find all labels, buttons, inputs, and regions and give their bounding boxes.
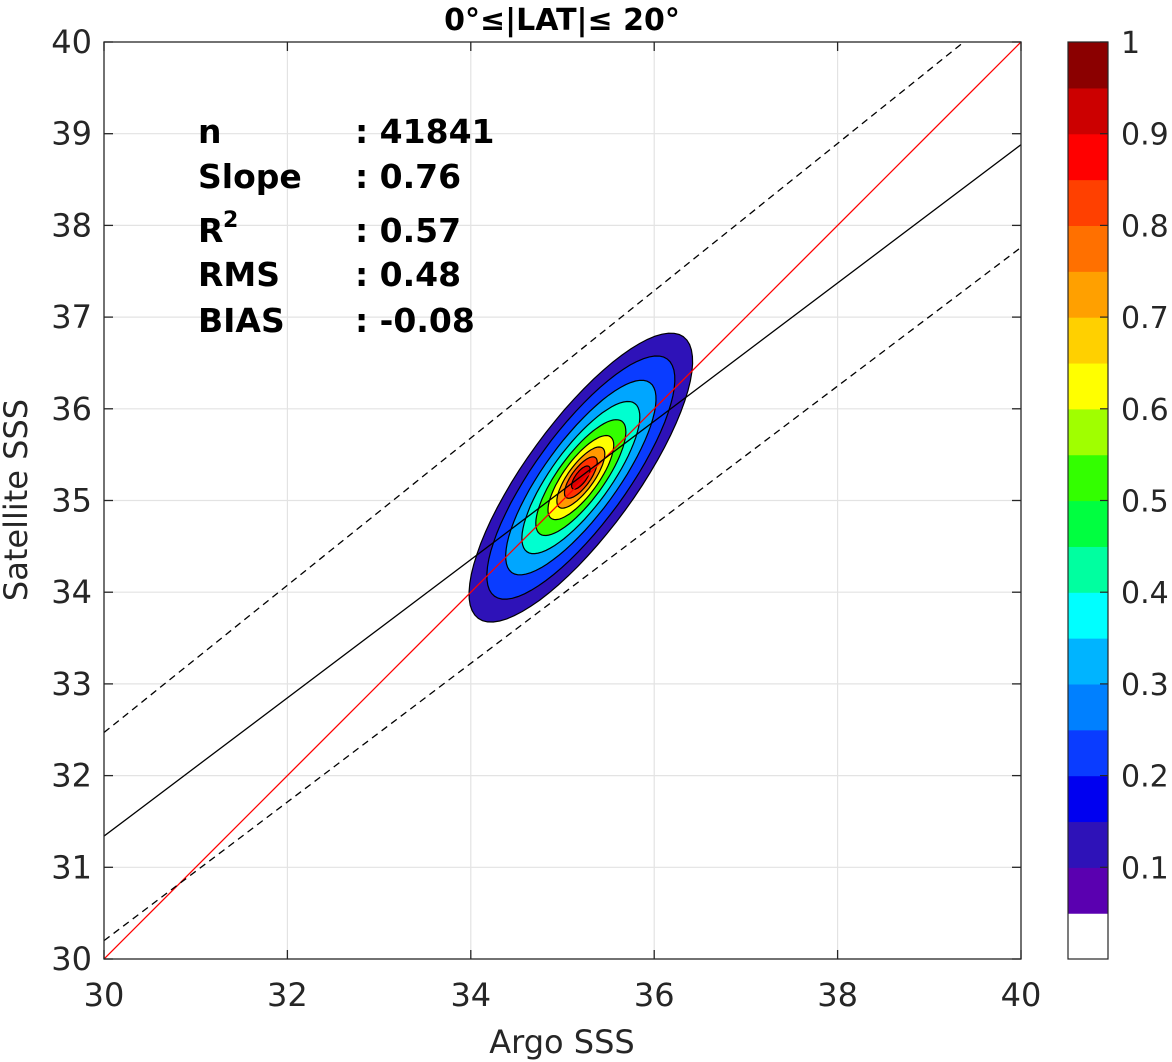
colorbar-segment bbox=[1068, 454, 1108, 502]
colorbar-tick-label: 0.1 bbox=[1121, 851, 1169, 886]
stat-label: R bbox=[198, 211, 223, 250]
y-tick-label: 31 bbox=[51, 848, 92, 886]
regression-line bbox=[104, 144, 1021, 837]
stat-value: : 41841 bbox=[355, 112, 495, 151]
colorbar-segment bbox=[1068, 179, 1108, 226]
y-axis-label: Satellite SSS bbox=[0, 399, 35, 601]
colorbar-tick-label: 0.9 bbox=[1121, 118, 1169, 153]
y-tick-label: 40 bbox=[51, 23, 92, 61]
one-to-one-line bbox=[104, 42, 1021, 959]
density-contours bbox=[468, 332, 694, 623]
colorbar-tick-label: 0.8 bbox=[1121, 209, 1169, 244]
colorbar-tick-label: 0.7 bbox=[1121, 301, 1169, 336]
upper-bound-line bbox=[104, 42, 965, 734]
colorbar-tick-label: 0.6 bbox=[1121, 393, 1169, 428]
colorbar-segment bbox=[1068, 271, 1108, 318]
y-tick-label: 37 bbox=[51, 298, 92, 336]
colorbar-segment bbox=[1068, 408, 1108, 456]
stat-label: RMS bbox=[198, 255, 280, 294]
colorbar-tick-label: 0.2 bbox=[1121, 760, 1169, 795]
colorbar-segment bbox=[1068, 775, 1108, 823]
grid bbox=[104, 42, 1021, 959]
y-tick-label: 36 bbox=[51, 390, 92, 428]
colorbar-segment bbox=[1068, 729, 1108, 777]
x-tick-label: 34 bbox=[450, 976, 491, 1014]
stat-value: : -0.08 bbox=[355, 301, 475, 340]
y-tick-label: 33 bbox=[51, 665, 92, 703]
x-tick-label: 30 bbox=[84, 976, 125, 1014]
x-axis-label: Argo SSS bbox=[489, 1023, 634, 1061]
stat-superscript: 2 bbox=[223, 208, 238, 233]
colorbar-tick-label: 0.4 bbox=[1121, 576, 1169, 611]
colorbar-segment bbox=[1068, 638, 1108, 685]
y-tick-label: 35 bbox=[51, 482, 92, 520]
axis-ticks: 30 32 34 36 38 40 30 31 32 33 34 35 36 37 38 39 40 bbox=[51, 23, 1041, 1014]
x-tick-label: 38 bbox=[817, 976, 858, 1014]
stat-label: n bbox=[198, 112, 222, 151]
x-tick-label: 36 bbox=[634, 976, 675, 1014]
colorbar-segment bbox=[1068, 42, 1108, 89]
colorbar-segment bbox=[1068, 592, 1108, 639]
colorbar-tick-label: 0.5 bbox=[1121, 485, 1169, 520]
colorbar-segment bbox=[1068, 317, 1108, 364]
colorbar-tick-label: 1 bbox=[1121, 26, 1140, 61]
y-tick-label: 32 bbox=[51, 757, 92, 795]
colorbar-segment bbox=[1068, 133, 1108, 181]
colorbar-segment bbox=[1068, 821, 1108, 868]
y-tick-label: 38 bbox=[51, 206, 92, 244]
chart-title: 0°≤|LAT|≤ 20° bbox=[444, 3, 680, 38]
colorbar: 0.1 0.2 0.3 0.4 0.5 0.6 0.7 0.8 0.9 1 bbox=[1067, 26, 1169, 960]
x-tick-label: 32 bbox=[267, 976, 308, 1014]
colorbar-segment bbox=[1068, 683, 1108, 731]
colorbar-segment bbox=[1068, 362, 1108, 410]
stats-box: n : 41841 Slope : 0.76 R 2 : 0.57 RMS : 0.48 BIAS… bbox=[198, 112, 495, 340]
stat-value: : 0.48 bbox=[355, 255, 461, 294]
stat-value: : 0.76 bbox=[355, 157, 461, 196]
fit-lines bbox=[104, 42, 1021, 959]
colorbar-segment bbox=[1068, 546, 1108, 593]
stat-value: : 0.57 bbox=[355, 211, 461, 250]
colorbar-segment bbox=[1068, 225, 1108, 272]
y-tick-label: 34 bbox=[51, 573, 92, 611]
y-tick-label: 30 bbox=[51, 940, 92, 978]
x-tick-label: 40 bbox=[1001, 976, 1042, 1014]
colorbar-segment bbox=[1068, 500, 1108, 547]
stat-label: BIAS bbox=[198, 301, 285, 340]
colorbar-segment bbox=[1068, 867, 1108, 914]
stat-label: Slope bbox=[198, 157, 302, 196]
y-tick-label: 39 bbox=[51, 115, 92, 153]
colorbar-tick-label: 0.3 bbox=[1121, 668, 1169, 703]
colorbar-segment bbox=[1068, 913, 1108, 960]
colorbar-segment bbox=[1068, 87, 1108, 135]
